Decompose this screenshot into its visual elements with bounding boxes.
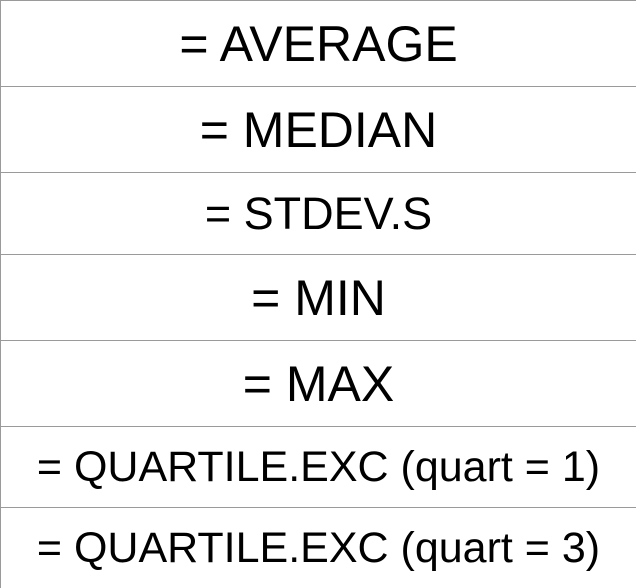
formula-cell-average[interactable]: = AVERAGE xyxy=(1,1,636,87)
formula-cell-median[interactable]: = MEDIAN xyxy=(1,87,636,173)
formula-cell-quartile-3[interactable]: = QUARTILE.EXC (quart = 3) xyxy=(36,523,601,572)
formula-cell-stdev[interactable]: = STDEV.S xyxy=(1,173,636,255)
formula-cell-quartile-1[interactable]: = QUARTILE.EXC (quart = 1) xyxy=(1,427,636,508)
formula-cell-min[interactable]: = MIN xyxy=(1,255,636,341)
formula-cell-max[interactable]: = MAX xyxy=(1,341,636,427)
